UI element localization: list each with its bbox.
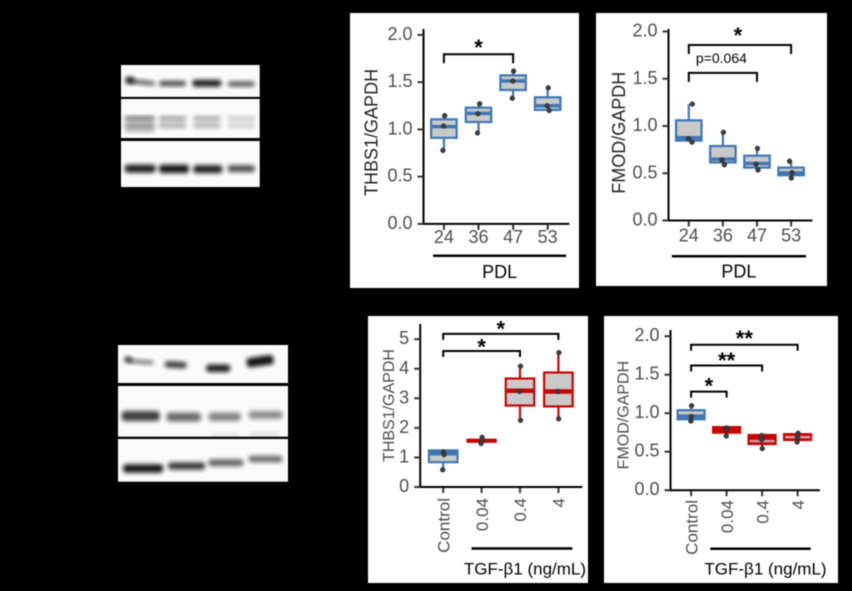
- svg-text:TGF-β1 (ng/mL): TGF-β1 (ng/mL): [464, 560, 586, 579]
- svg-text:53: 53: [781, 226, 801, 246]
- svg-text:Control: Control: [683, 500, 702, 555]
- svg-text:36: 36: [468, 227, 488, 247]
- svg-text:0.0: 0.0: [635, 479, 660, 499]
- svg-text:**: **: [736, 326, 754, 351]
- svg-text:0.5: 0.5: [387, 166, 412, 186]
- svg-text:1: 1: [399, 446, 409, 466]
- svg-text:24: 24: [678, 226, 698, 246]
- svg-text:1.5: 1.5: [635, 363, 660, 383]
- svg-text:5: 5: [399, 328, 409, 348]
- svg-text:0.4: 0.4: [754, 500, 773, 524]
- svg-text:1.5: 1.5: [387, 71, 412, 91]
- svg-text:2.0: 2.0: [635, 325, 660, 345]
- svg-text:TGF-β1 (ng/mL): TGF-β1 (ng/mL): [705, 559, 827, 578]
- svg-text:53: 53: [538, 227, 558, 247]
- svg-text:0.04: 0.04: [718, 500, 737, 533]
- svg-text:3: 3: [399, 387, 409, 407]
- svg-text:THBS1/GAPDH: THBS1/GAPDH: [362, 69, 382, 196]
- svg-text:2: 2: [399, 417, 409, 437]
- svg-text:1.0: 1.0: [387, 118, 412, 138]
- svg-text:Control: Control: [434, 498, 453, 553]
- svg-text:*: *: [497, 317, 506, 342]
- svg-text:2.0: 2.0: [632, 21, 657, 41]
- svg-text:THBS1/GAPDH: THBS1/GAPDH: [381, 349, 398, 462]
- svg-text:PDL: PDL: [482, 262, 517, 282]
- svg-text:0.0: 0.0: [632, 210, 657, 230]
- svg-text:0.04: 0.04: [473, 498, 492, 531]
- svg-text:**: **: [718, 348, 736, 373]
- svg-text:47: 47: [746, 226, 766, 246]
- svg-text:4: 4: [550, 498, 569, 507]
- svg-text:0.5: 0.5: [635, 440, 660, 460]
- svg-text:47: 47: [503, 227, 523, 247]
- svg-text:24: 24: [434, 227, 454, 247]
- svg-text:4: 4: [399, 358, 409, 378]
- svg-text:FMOD/GAPDH: FMOD/GAPDH: [608, 72, 628, 194]
- svg-text:0.5: 0.5: [632, 162, 657, 182]
- svg-text:36: 36: [712, 226, 732, 246]
- svg-text:2.0: 2.0: [387, 24, 412, 44]
- svg-text:*: *: [474, 35, 483, 60]
- svg-text:0.0: 0.0: [387, 213, 412, 233]
- svg-text:1.0: 1.0: [635, 402, 660, 422]
- svg-text:*: *: [705, 373, 714, 398]
- svg-text:p=0.064: p=0.064: [695, 50, 746, 66]
- svg-text:*: *: [733, 23, 742, 48]
- svg-text:0.4: 0.4: [511, 498, 530, 522]
- svg-text:0: 0: [399, 476, 409, 496]
- svg-text:1.5: 1.5: [632, 68, 657, 88]
- svg-text:*: *: [477, 335, 486, 360]
- svg-text:4: 4: [789, 500, 808, 509]
- svg-text:PDL: PDL: [721, 262, 756, 282]
- svg-text:1.0: 1.0: [632, 115, 657, 135]
- svg-text:FMOD/GAPDH: FMOD/GAPDH: [616, 361, 633, 469]
